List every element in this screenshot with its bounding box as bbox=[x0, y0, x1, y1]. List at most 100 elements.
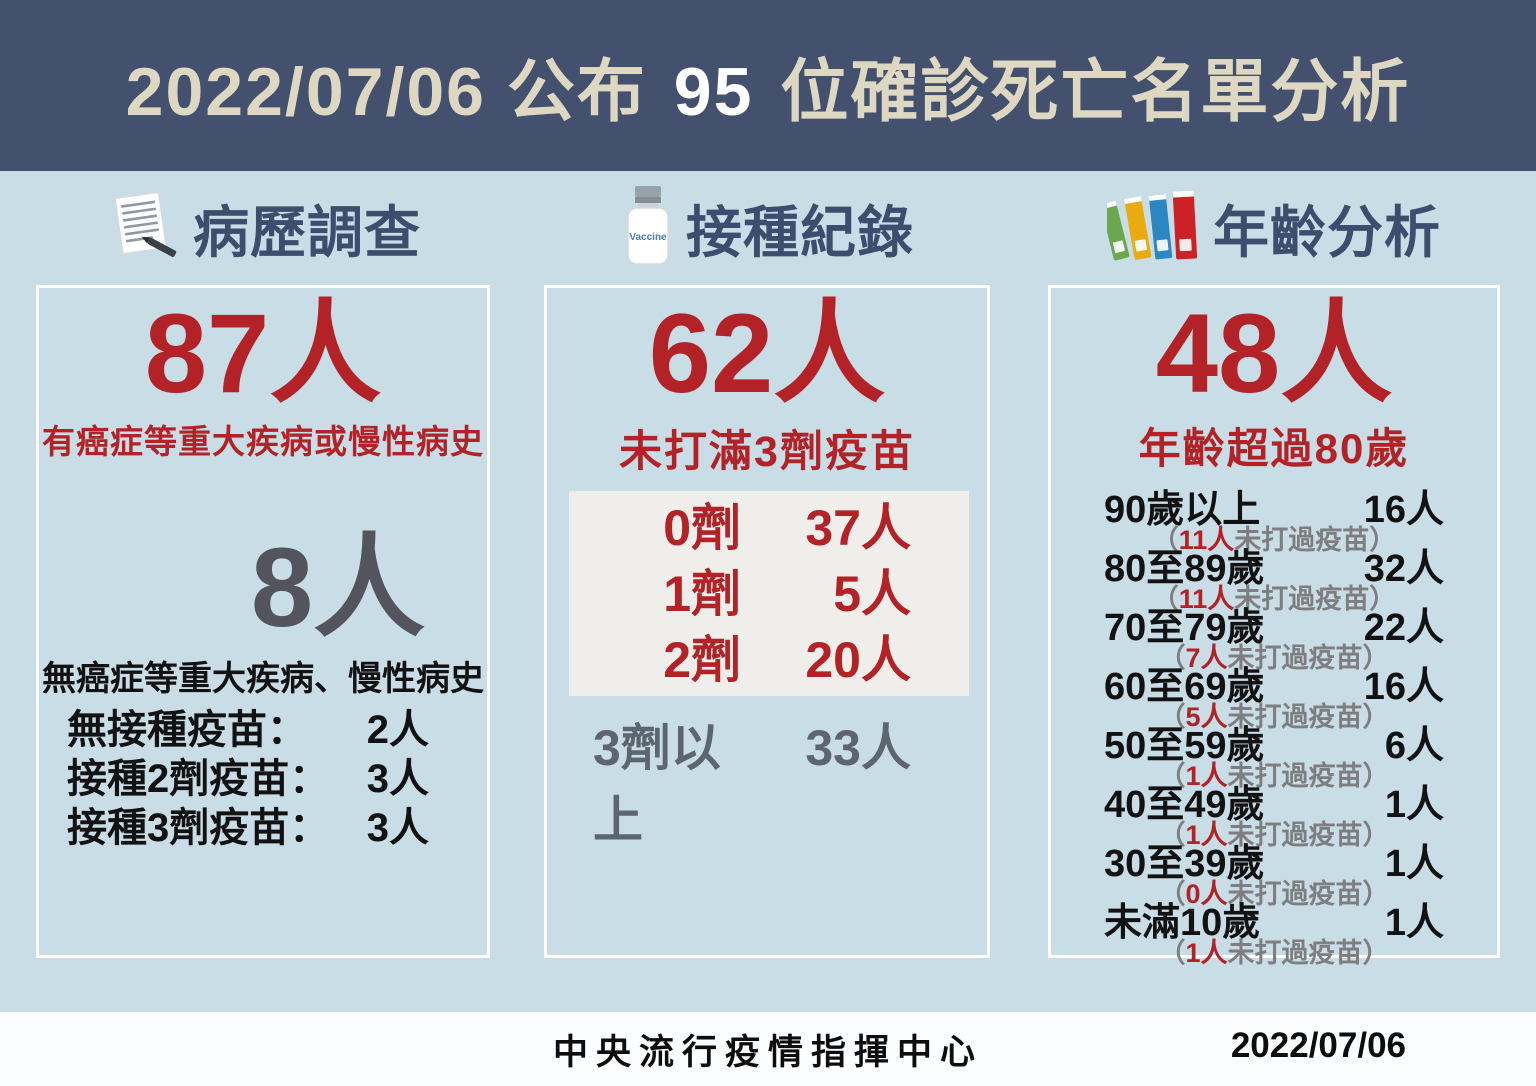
under-vaccinated-label: 未打滿3劑疫苗 bbox=[619, 428, 915, 477]
dose-breakdown-box: 0劑 37人 1劑 5人 2劑 20人 bbox=[569, 491, 969, 697]
footer-bar: 中央流行疫情指揮中心 2022/07/06 bbox=[0, 1012, 1536, 1086]
vaccination-column: Vaccine 接種紀錄 62人 未打滿3劑疫苗 0劑 37人 1劑 5人 2劑… bbox=[544, 171, 990, 958]
medical-history-title: 病歷調查 bbox=[193, 200, 421, 264]
age-unvaccinated-note: （11人未打過疫苗） bbox=[1051, 527, 1497, 554]
note-suffix: 未打過疫苗） bbox=[1227, 879, 1390, 910]
medical-history-panel: 87人 有癌症等重大疾病或慢性病史 8人 無癌症等重大疾病、慢性病史 無接種疫苗… bbox=[36, 285, 490, 958]
note-suffix: 未打過疫苗） bbox=[1234, 525, 1397, 556]
header-banner: 2022/07/06 公布 95 位確診死亡名單分析 bbox=[0, 0, 1536, 171]
history-row: 接種3劑疫苗： 3人 bbox=[67, 804, 429, 853]
title-death-count: 95 bbox=[673, 54, 754, 130]
note-open: （ bbox=[1151, 584, 1179, 615]
dose-row: 1劑 5人 bbox=[569, 565, 969, 623]
dose-count: 20人 bbox=[805, 631, 911, 688]
age-group-row: 60至69歲 16人 bbox=[1051, 666, 1497, 709]
with-illness-count: 87人 bbox=[144, 291, 382, 416]
unvaccinated-count: 1人 bbox=[1185, 820, 1228, 851]
dose-count: 37人 bbox=[805, 499, 911, 556]
age-range: 70至79歲 bbox=[1104, 607, 1265, 650]
note-suffix: 未打過疫苗） bbox=[1227, 761, 1390, 792]
unvaccinated-count: 0人 bbox=[1185, 879, 1228, 910]
page-title: 2022/07/06 公布 95 位確診死亡名單分析 bbox=[126, 36, 1411, 135]
age-range: 30至39歲 bbox=[1104, 843, 1265, 886]
title-suffix: 位確診死亡名單分析 bbox=[759, 54, 1411, 130]
vaccination-title: 接種紀錄 bbox=[686, 200, 914, 264]
unvaccinated-count: 11人 bbox=[1178, 525, 1235, 556]
under-vaccinated-count: 62人 bbox=[648, 291, 886, 416]
dose-row: 2劑 20人 bbox=[569, 631, 969, 689]
age-group-row: 50至59歲 6人 bbox=[1051, 725, 1497, 768]
age-range: 90歲以上 bbox=[1104, 489, 1261, 532]
age-range: 60至69歲 bbox=[1104, 666, 1265, 709]
age-unvaccinated-note: （0人未打過疫苗） bbox=[1051, 881, 1497, 908]
unvaccinated-count: 1人 bbox=[1185, 761, 1228, 792]
age-group-row: 80至89歲 32人 bbox=[1051, 550, 1497, 588]
history-row-label: 無接種疫苗： bbox=[67, 707, 307, 752]
note-suffix: 未打過疫苗） bbox=[1234, 584, 1397, 615]
history-row-label: 接種2劑疫苗： bbox=[67, 756, 330, 801]
history-row-value: 3人 bbox=[366, 756, 429, 801]
unvaccinated-count: 7人 bbox=[1185, 643, 1228, 674]
history-row-value: 2人 bbox=[366, 707, 429, 752]
age-unvaccinated-note: （5人未打過疫苗） bbox=[1051, 704, 1497, 731]
unvaccinated-count: 5人 bbox=[1185, 702, 1228, 733]
dose-count: 5人 bbox=[833, 565, 911, 622]
document-pen-icon bbox=[105, 185, 183, 272]
age-range: 50至59歲 bbox=[1104, 725, 1265, 768]
with-illness-label: 有癌症等重大疾病或慢性病史 bbox=[42, 423, 484, 461]
age-group-list: 90歲以上 16人 （11人未打過疫苗） 80至89歲 32人 （11人未打過疫… bbox=[1051, 489, 1497, 967]
footer-date: 2022/07/06 bbox=[1230, 1026, 1406, 1065]
note-suffix: 未打過疫苗） bbox=[1227, 643, 1390, 674]
footer-organization: 中央流行疫情指揮中心 bbox=[552, 1032, 983, 1072]
vaccine-bottle-label: Vaccine bbox=[629, 232, 667, 243]
note-open: （ bbox=[1151, 525, 1179, 556]
note-suffix: 未打過疫苗） bbox=[1227, 938, 1390, 969]
age-count: 1人 bbox=[1384, 843, 1444, 886]
unvaccinated-count: 11人 bbox=[1178, 584, 1235, 615]
three-plus-dose-row: 3劑以上 33人 bbox=[547, 708, 987, 852]
age-unvaccinated-note: （7人未打過疫苗） bbox=[1051, 645, 1497, 672]
vaccination-panel: 62人 未打滿3劑疫苗 0劑 37人 1劑 5人 2劑 20人 3劑以上 33人 bbox=[544, 285, 990, 958]
medical-history-header: 病歷調查 bbox=[36, 171, 490, 285]
age-group-row: 未滿10歲 1人 bbox=[1051, 902, 1497, 945]
medical-history-column: 病歷調查 87人 有癌症等重大疾病或慢性病史 8人 無癌症等重大疾病、慢性病史 … bbox=[36, 171, 490, 958]
age-count: 16人 bbox=[1363, 666, 1444, 709]
age-count: 1人 bbox=[1384, 902, 1444, 945]
title-prefix: 2022/07/06 公布 bbox=[125, 54, 668, 130]
over-80-label: 年齡超過80歲 bbox=[1138, 425, 1410, 473]
note-open: （ bbox=[1158, 820, 1186, 851]
dose-label: 1劑 bbox=[663, 565, 741, 622]
age-count: 1人 bbox=[1384, 784, 1444, 827]
without-illness-breakdown: 無接種疫苗： 2人 接種2劑疫苗： 3人 接種3劑疫苗： 3人 bbox=[39, 706, 487, 853]
without-illness-label: 無癌症等重大疾病、慢性病史 bbox=[42, 659, 484, 698]
age-unvaccinated-note: （11人未打過疫苗） bbox=[1051, 586, 1497, 613]
history-row-label: 接種3劑疫苗： bbox=[67, 805, 330, 850]
age-analysis-column: 年齡分析 48人 年齡超過80歲 90歲以上 16人 （11人未打過疫苗） 80… bbox=[1048, 171, 1500, 967]
dose-label: 2劑 bbox=[663, 631, 741, 688]
dose-row: 0劑 37人 bbox=[569, 499, 969, 557]
age-analysis-panel: 48人 年齡超過80歲 90歲以上 16人 （11人未打過疫苗） 80至89歲 … bbox=[1048, 285, 1500, 967]
history-row: 接種2劑疫苗： 3人 bbox=[67, 755, 429, 804]
note-suffix: 未打過疫苗） bbox=[1227, 702, 1390, 733]
age-group-row: 70至79歲 22人 bbox=[1051, 607, 1497, 650]
vaccine-bottle-icon: Vaccine bbox=[620, 184, 676, 273]
dose-label: 0劑 bbox=[663, 499, 741, 556]
history-row-value: 3人 bbox=[366, 805, 429, 850]
history-row: 無接種疫苗： 2人 bbox=[67, 706, 429, 755]
age-unvaccinated-note: （1人未打過疫苗） bbox=[1051, 763, 1497, 790]
age-count: 22人 bbox=[1363, 607, 1444, 650]
age-group-row: 90歲以上 16人 bbox=[1051, 489, 1497, 532]
dose-label: 3劑以上 bbox=[593, 720, 721, 849]
note-suffix: 未打過疫苗） bbox=[1227, 820, 1390, 851]
age-analysis-header: 年齡分析 bbox=[1048, 171, 1500, 285]
note-open: （ bbox=[1158, 702, 1186, 733]
age-count: 16人 bbox=[1363, 489, 1444, 532]
age-unvaccinated-note: （1人未打過疫苗） bbox=[1051, 940, 1497, 967]
over-80-count: 48人 bbox=[1155, 291, 1393, 416]
age-count: 6人 bbox=[1384, 725, 1444, 768]
age-unvaccinated-note: （1人未打過疫苗） bbox=[1051, 822, 1497, 849]
note-open: （ bbox=[1158, 643, 1186, 674]
age-group-row: 30至39歲 1人 bbox=[1051, 843, 1497, 886]
age-range: 未滿10歲 bbox=[1104, 902, 1261, 945]
age-group-row: 40至49歲 1人 bbox=[1051, 784, 1497, 827]
